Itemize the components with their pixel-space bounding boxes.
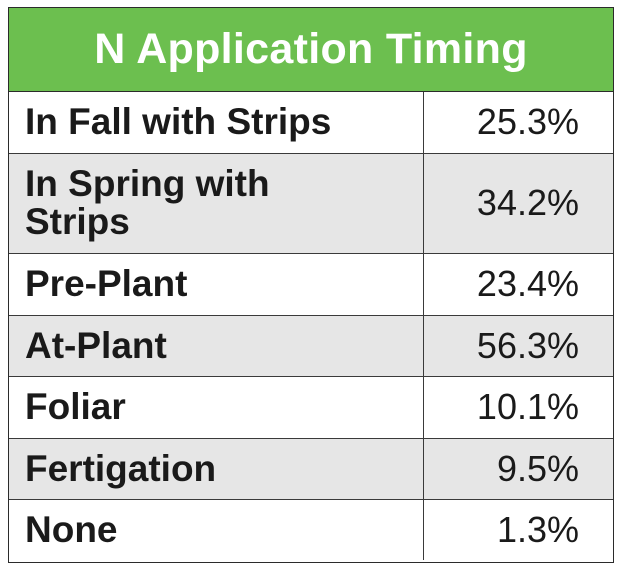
row-label: In Spring with Strips	[9, 152, 424, 253]
timing-table: N Application Timing In Fall with Strips…	[8, 7, 614, 563]
row-label: Fertigation	[9, 437, 424, 499]
table-row: Fertigation 9.5%	[9, 437, 613, 499]
row-label: In Fall with Strips	[9, 92, 424, 153]
row-value: 34.2%	[423, 152, 613, 253]
row-label: At-Plant	[9, 314, 424, 376]
table-row: Pre-Plant 23.4%	[9, 252, 613, 315]
table-row: In Spring with Strips 34.2%	[9, 152, 613, 253]
row-value: 1.3%	[423, 498, 613, 560]
table-title: N Application Timing	[9, 8, 613, 92]
row-label: Foliar	[9, 375, 424, 438]
table-row: None 1.3%	[9, 498, 613, 560]
table-row: At-Plant 56.3%	[9, 314, 613, 376]
table-row: Foliar 10.1%	[9, 375, 613, 438]
row-value: 10.1%	[423, 375, 613, 438]
row-value: 25.3%	[423, 92, 613, 153]
row-value: 23.4%	[423, 252, 613, 315]
row-label: None	[9, 498, 424, 560]
data-table: In Fall with Strips 25.3% In Spring with…	[9, 92, 613, 560]
row-label: Pre-Plant	[9, 252, 424, 315]
row-value: 56.3%	[423, 314, 613, 376]
table-row: In Fall with Strips 25.3%	[9, 92, 613, 153]
row-value: 9.5%	[423, 437, 613, 499]
